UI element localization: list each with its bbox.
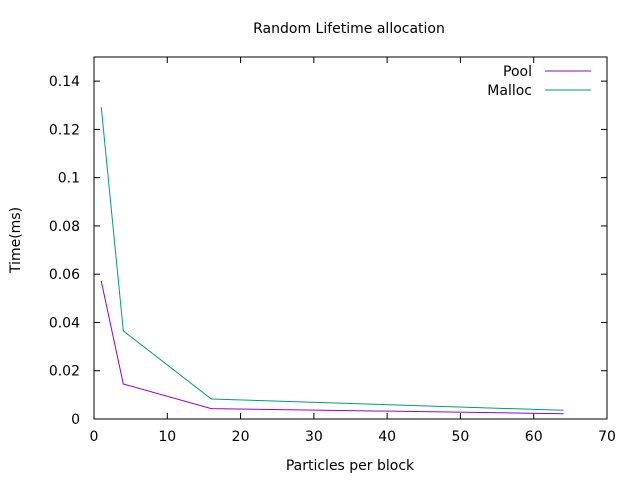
- x-tick-label: 0: [90, 429, 99, 445]
- y-tick-label: 0: [71, 412, 80, 428]
- x-tick-label: 70: [598, 429, 616, 445]
- series-lines: [100, 107, 564, 415]
- data-point-pool: [562, 413, 564, 415]
- y-tick-label: 0.04: [49, 315, 80, 331]
- series-line-malloc: [100, 107, 564, 411]
- legend-label-pool: Pool: [503, 64, 532, 80]
- x-tick-label: 50: [452, 429, 470, 445]
- x-axis: 0 10 20 30 40 50 60 70: [90, 57, 616, 445]
- y-axis: 0 0.02 0.04 0.06 0.08 0.1 0.12 0.14: [49, 74, 607, 428]
- data-point-malloc: [100, 107, 102, 109]
- x-tick-label: 20: [232, 429, 250, 445]
- y-tick-label: 0.12: [49, 122, 80, 138]
- data-point-malloc: [122, 330, 124, 332]
- x-tick-label: 10: [158, 429, 176, 445]
- x-tick-label: 60: [525, 429, 543, 445]
- y-axis-label: Time(ms): [8, 207, 24, 274]
- y-tick-label: 0.08: [49, 219, 80, 235]
- x-axis-label: Particles per block: [286, 458, 415, 474]
- y-tick-label: 0.06: [49, 267, 80, 283]
- series-line-pool: [100, 281, 564, 415]
- data-point-malloc: [562, 409, 564, 411]
- y-tick-label: 0.14: [49, 74, 80, 90]
- plot-frame: [93, 56, 608, 420]
- data-point-malloc: [210, 398, 212, 400]
- legend-label-malloc: Malloc: [487, 83, 532, 99]
- data-point-pool: [122, 383, 124, 385]
- data-point-pool: [100, 280, 102, 283]
- x-tick-label: 30: [305, 429, 323, 445]
- y-tick-label: 0.1: [58, 171, 80, 187]
- legend: Pool Malloc: [487, 64, 591, 99]
- data-point-pool: [210, 408, 212, 410]
- y-tick-label: 0.02: [49, 364, 80, 380]
- x-tick-label: 40: [378, 429, 396, 445]
- chart-title: Random Lifetime allocation: [253, 21, 445, 37]
